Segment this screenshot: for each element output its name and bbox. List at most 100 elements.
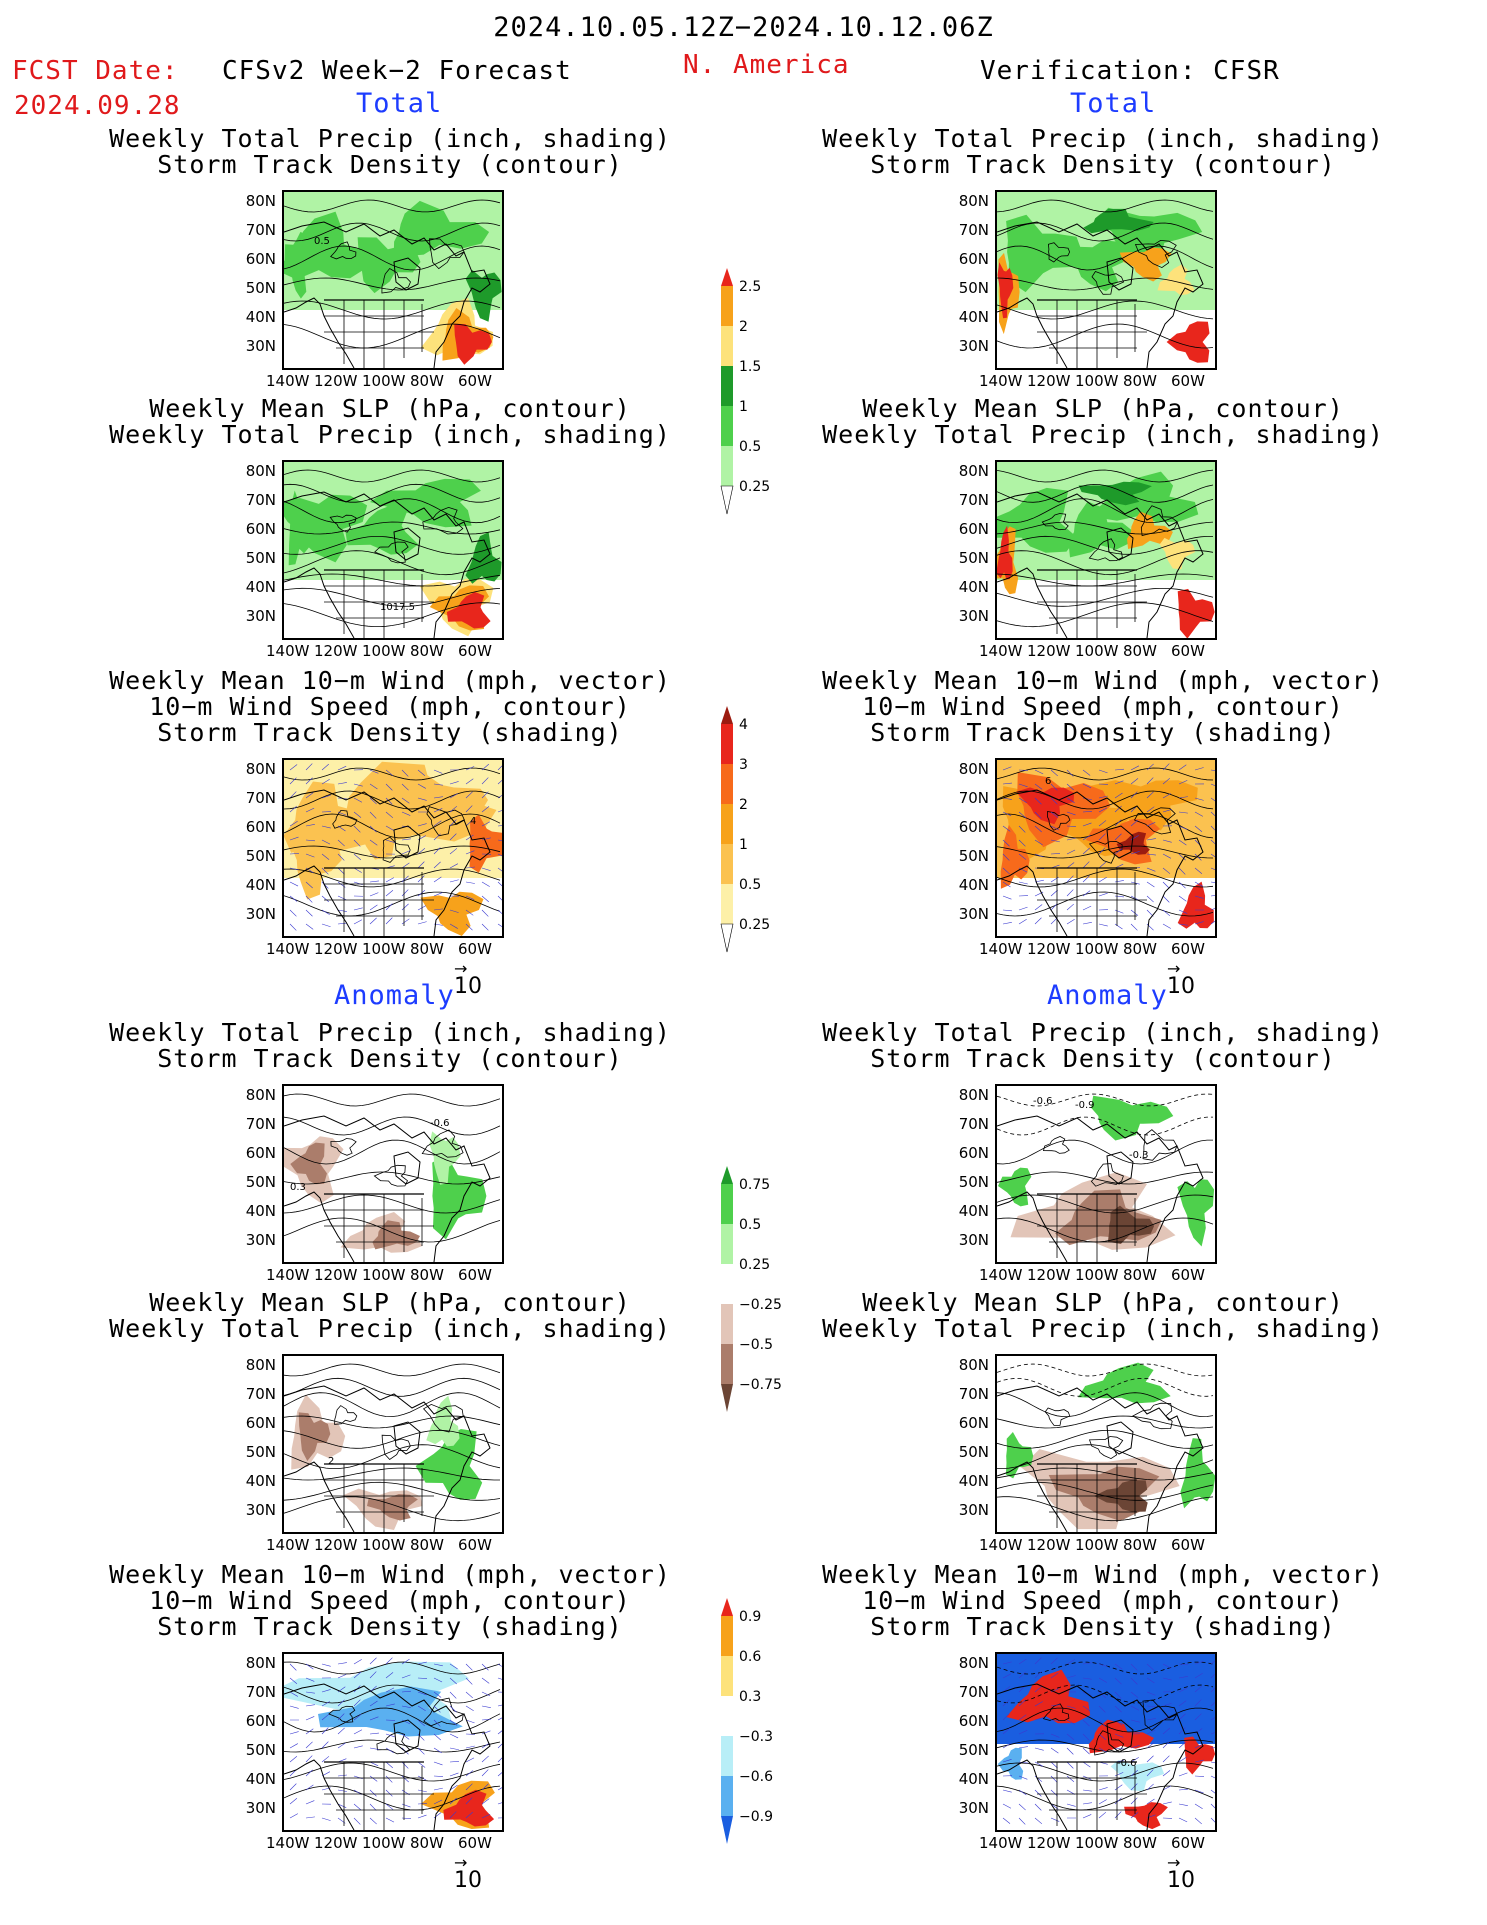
lat-tick-label: 80N: [958, 462, 989, 480]
fcst-date-value: 2024.09.28: [14, 91, 181, 121]
lon-tick-label: 80W: [1123, 1266, 1157, 1284]
lon-tick-label: 60W: [458, 1834, 492, 1852]
total-label-left: Total: [356, 88, 443, 119]
map-panel-l1: 0.5: [282, 190, 504, 370]
colorbar-label: 4: [739, 717, 748, 733]
lat-tick-label: 60N: [245, 520, 276, 538]
period-title: 2024.10.05.12Z−2024.10.12.06Z: [493, 12, 994, 43]
lat-tick-label: 70N: [958, 221, 989, 239]
contour-label: 6: [1045, 776, 1051, 787]
lat-tick-label: 40N: [958, 578, 989, 596]
lat-tick-label: 70N: [958, 1115, 989, 1133]
map-panel-r1: [995, 190, 1217, 370]
arrow-icon: →: [454, 959, 468, 978]
lon-tick-label: 100W: [1075, 642, 1119, 660]
lon-tick-label: 100W: [1075, 1536, 1119, 1554]
colorbar-label: −0.5: [739, 1337, 773, 1353]
lon-tick-label: 100W: [1075, 372, 1119, 390]
colorbar-label: 1: [739, 837, 748, 853]
lat-tick-label: 60N: [245, 1144, 276, 1162]
lon-tick-label: 120W: [314, 1834, 358, 1852]
colorbar-label: 2: [739, 319, 748, 335]
lat-tick-label: 50N: [245, 549, 276, 567]
panel-title-l6: Weekly Mean 10−m Wind (mph, vector) 10−m …: [109, 1560, 671, 1641]
panel-title-r6: Weekly Mean 10−m Wind (mph, vector) 10−m …: [822, 1560, 1384, 1641]
lat-tick-label: 60N: [245, 1414, 276, 1432]
panel-title-r3: Weekly Mean 10−m Wind (mph, vector) 10−m …: [822, 666, 1384, 747]
colorbar-label: 3: [739, 757, 748, 773]
lon-tick-label: 80W: [410, 940, 444, 958]
panel-title-l3: Weekly Mean 10−m Wind (mph, vector) 10−m …: [109, 666, 671, 747]
lon-tick-label: 140W: [266, 642, 310, 660]
lat-tick-label: 40N: [958, 1770, 989, 1788]
lat-tick-label: 80N: [958, 192, 989, 210]
contour-label: 0.5: [314, 236, 330, 247]
contour-label: 0.3: [290, 1182, 306, 1193]
map-panel-r4: -0.6 -0.9 -0.3: [995, 1084, 1217, 1264]
lon-tick-label: 140W: [266, 1834, 310, 1852]
lat-tick-label: 80N: [245, 1654, 276, 1672]
map-panel-r3: 6: [995, 758, 1217, 938]
lat-tick-label: 60N: [245, 1712, 276, 1730]
lon-tick-label: 140W: [979, 1266, 1023, 1284]
lat-tick-label: 70N: [245, 221, 276, 239]
lon-tick-label: 140W: [979, 940, 1023, 958]
lat-tick-label: 40N: [958, 876, 989, 894]
lon-tick-label: 140W: [266, 1536, 310, 1554]
arrow-icon: →: [1167, 959, 1181, 978]
lon-tick-label: 60W: [458, 642, 492, 660]
lon-tick-label: 140W: [979, 1834, 1023, 1852]
lon-tick-label: 80W: [410, 1834, 444, 1852]
panel-title-r5: Weekly Mean SLP (hPa, contour) Weekly Tot…: [822, 1288, 1384, 1343]
lon-tick-label: 60W: [1171, 940, 1205, 958]
colorbar-label: 0.25: [739, 1257, 770, 1273]
lat-tick-label: 30N: [245, 337, 276, 355]
lon-tick-label: 140W: [266, 940, 310, 958]
panel-title-r1: Weekly Total Precip (inch, shading) Storm…: [822, 124, 1384, 179]
lon-tick-label: 120W: [1027, 940, 1071, 958]
lat-tick-label: 60N: [958, 1712, 989, 1730]
lon-tick-label: 100W: [362, 1536, 406, 1554]
lon-tick-label: 80W: [410, 372, 444, 390]
reference-vector-value: 10: [454, 974, 482, 999]
lon-tick-label: 80W: [1123, 372, 1157, 390]
reference-vector: → 10: [1167, 1855, 1195, 1894]
arrow-icon: →: [454, 1853, 468, 1872]
lat-tick-label: 40N: [245, 876, 276, 894]
map-panel-l5: 2: [282, 1354, 504, 1534]
colorbar-label: −0.6: [739, 1769, 773, 1785]
colorbar-label: 0.3: [739, 1689, 761, 1705]
lat-tick-label: 40N: [245, 1202, 276, 1220]
panel-title-l4: Weekly Total Precip (inch, shading) Storm…: [109, 1018, 671, 1073]
lat-tick-label: 40N: [958, 308, 989, 326]
lat-tick-label: 70N: [958, 491, 989, 509]
lat-tick-label: 40N: [245, 578, 276, 596]
contour-label: -0.6: [1117, 1758, 1137, 1769]
lon-tick-label: 60W: [458, 372, 492, 390]
lon-tick-label: 100W: [362, 1266, 406, 1284]
panel-title-r2: Weekly Mean SLP (hPa, contour) Weekly Tot…: [822, 394, 1384, 449]
lon-tick-label: 120W: [1027, 1536, 1071, 1554]
lon-tick-label: 140W: [979, 372, 1023, 390]
lat-tick-label: 70N: [245, 1683, 276, 1701]
lat-tick-label: 70N: [245, 491, 276, 509]
reference-vector-value: 10: [454, 1868, 482, 1893]
lat-tick-label: 60N: [958, 1144, 989, 1162]
contour-label: -0.9: [1075, 1100, 1095, 1111]
lat-tick-label: 80N: [958, 1086, 989, 1104]
colorbar-label: 0.25: [739, 917, 770, 933]
lat-tick-label: 30N: [958, 1799, 989, 1817]
lat-tick-label: 80N: [958, 760, 989, 778]
lon-tick-label: 120W: [314, 1536, 358, 1554]
contour-label: -0.6: [1033, 1096, 1053, 1107]
colorbar-label: −0.25: [739, 1297, 782, 1313]
lon-tick-label: 120W: [1027, 1266, 1071, 1284]
colorbar-label: 0.5: [739, 877, 761, 893]
panel-title-r4: Weekly Total Precip (inch, shading) Storm…: [822, 1018, 1384, 1073]
map-panel-l6: [282, 1652, 504, 1832]
colorbar-label: 1.5: [739, 359, 761, 375]
forecast-title: CFSv2 Week−2 Forecast: [222, 56, 572, 86]
lat-tick-label: 40N: [245, 308, 276, 326]
lon-tick-label: 60W: [458, 940, 492, 958]
colorbar-anom-storm: 0.9 0.6 0.3 −0.3 −0.6 −0.9: [721, 1598, 773, 1844]
